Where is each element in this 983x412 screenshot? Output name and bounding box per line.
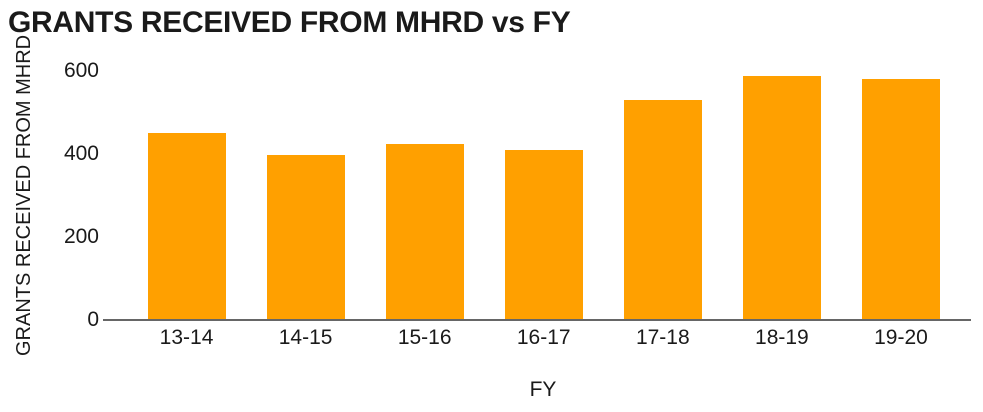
x-tick-label: 19-20 [874,326,928,349]
x-tick-label: 14-15 [278,326,333,349]
bar [742,76,821,320]
x-axis-title: FY [529,378,557,401]
x-axis-line [103,319,971,321]
bar [266,155,345,320]
x-tick-label: 18-19 [755,326,809,349]
x-tick-label: 16-17 [516,326,571,349]
bar [861,78,940,320]
chart-title: GRANTS RECEIVED FROM MHRD vs FY [8,6,571,39]
y-tick-label: 200 [63,224,99,248]
bar [623,100,702,320]
x-tick-label: 13-14 [159,326,214,349]
bar [147,132,226,320]
y-tick-label: 600 [63,58,99,82]
bar [385,144,464,320]
y-tick-label: 400 [63,141,99,165]
y-tick-label: 0 [87,307,99,331]
bar [504,149,583,320]
x-tick-label: 17-18 [635,326,690,349]
x-tick-label: 15-16 [397,326,452,349]
